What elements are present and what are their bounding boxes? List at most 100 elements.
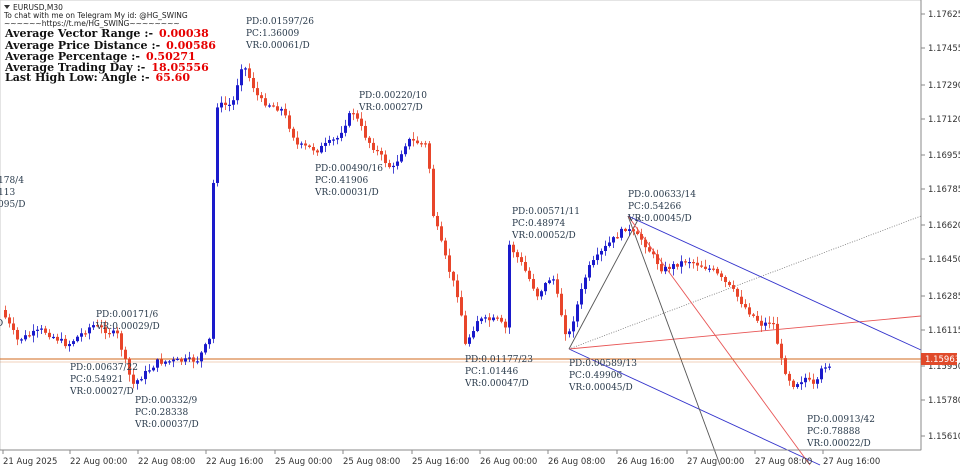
candle[interactable] [24,330,27,342]
candle[interactable] [364,120,367,141]
candle[interactable] [96,319,99,328]
candle[interactable] [824,363,827,373]
candle[interactable] [264,93,267,108]
candle[interactable] [676,263,679,270]
candle[interactable] [52,333,55,340]
candle[interactable] [192,354,195,369]
fan-line-down-blue[interactable] [568,348,821,466]
candle[interactable] [620,226,623,241]
candle[interactable] [604,240,607,256]
candle[interactable] [524,255,527,273]
candle[interactable] [164,360,167,367]
fan-line-up-gray[interactable] [568,215,641,350]
candle[interactable] [292,126,295,141]
candle[interactable] [136,378,139,390]
candle[interactable] [648,241,651,253]
candle[interactable] [32,324,35,343]
candle[interactable] [556,273,559,298]
candle[interactable] [800,376,803,390]
candle[interactable] [564,309,567,341]
candle[interactable] [460,290,463,317]
candle[interactable] [668,263,671,273]
candle[interactable] [280,106,283,116]
candle[interactable] [652,248,655,259]
candle[interactable] [128,357,131,382]
candle[interactable] [84,330,87,337]
candle[interactable] [228,97,231,112]
candle[interactable] [260,91,263,102]
candle[interactable] [76,335,79,343]
candle[interactable] [772,316,775,330]
candle[interactable] [532,273,535,291]
fan-line-red-right[interactable] [568,315,922,350]
candle[interactable] [404,143,407,157]
candle[interactable] [520,252,523,266]
candle[interactable] [664,261,667,275]
candle[interactable] [636,227,639,236]
candle[interactable] [112,327,115,337]
candle[interactable] [336,135,339,145]
candle[interactable] [92,321,95,330]
candle[interactable] [368,135,371,149]
candle[interactable] [608,236,611,248]
candle[interactable] [528,267,531,282]
candle[interactable] [344,119,347,137]
candle[interactable] [760,315,763,332]
candle[interactable] [440,221,443,243]
candle[interactable] [656,249,659,270]
candle[interactable] [184,354,187,366]
candle[interactable] [516,249,519,263]
candle[interactable] [816,377,819,389]
fan-line-dotted-gray[interactable] [568,215,922,350]
candle[interactable] [304,140,307,150]
candle[interactable] [720,270,723,281]
candle[interactable] [716,266,719,276]
candle[interactable] [28,331,31,338]
candle[interactable] [36,326,39,338]
candle[interactable] [212,179,215,344]
candle[interactable] [160,353,163,366]
candle[interactable] [708,264,711,273]
candle[interactable] [236,78,239,105]
candle[interactable] [60,332,63,344]
candle[interactable] [628,224,631,236]
candle[interactable] [180,357,183,365]
candle[interactable] [348,110,351,128]
candle[interactable] [592,255,595,268]
candle[interactable] [416,136,419,145]
candle[interactable] [240,64,243,92]
fan-line-top-gray[interactable] [627,215,721,466]
candle[interactable] [692,259,695,269]
candle[interactable] [244,66,247,77]
candle[interactable] [360,112,363,131]
candle[interactable] [780,338,783,365]
candle[interactable] [400,150,403,164]
candle[interactable] [764,317,767,331]
candle[interactable] [804,373,807,388]
candle[interactable] [352,108,355,121]
candlestick-series[interactable] [4,63,831,390]
candle[interactable] [508,240,511,334]
candle[interactable] [296,131,299,149]
candle[interactable] [288,110,291,133]
candle[interactable] [688,257,691,269]
candle[interactable] [340,126,343,142]
candle[interactable] [220,96,223,113]
candle[interactable] [4,305,7,320]
candle[interactable] [248,63,251,82]
candle[interactable] [512,241,515,258]
candle[interactable] [120,330,123,357]
candle[interactable] [680,255,683,274]
candle[interactable] [216,103,219,187]
candle[interactable] [456,274,459,303]
candle[interactable] [428,141,431,174]
candle[interactable] [80,328,83,342]
candle[interactable] [204,342,207,355]
candle[interactable] [284,103,287,119]
candle[interactable] [116,327,119,339]
candle[interactable] [12,317,15,335]
candle[interactable] [468,334,471,347]
candle[interactable] [88,323,91,340]
candle[interactable] [124,346,127,364]
